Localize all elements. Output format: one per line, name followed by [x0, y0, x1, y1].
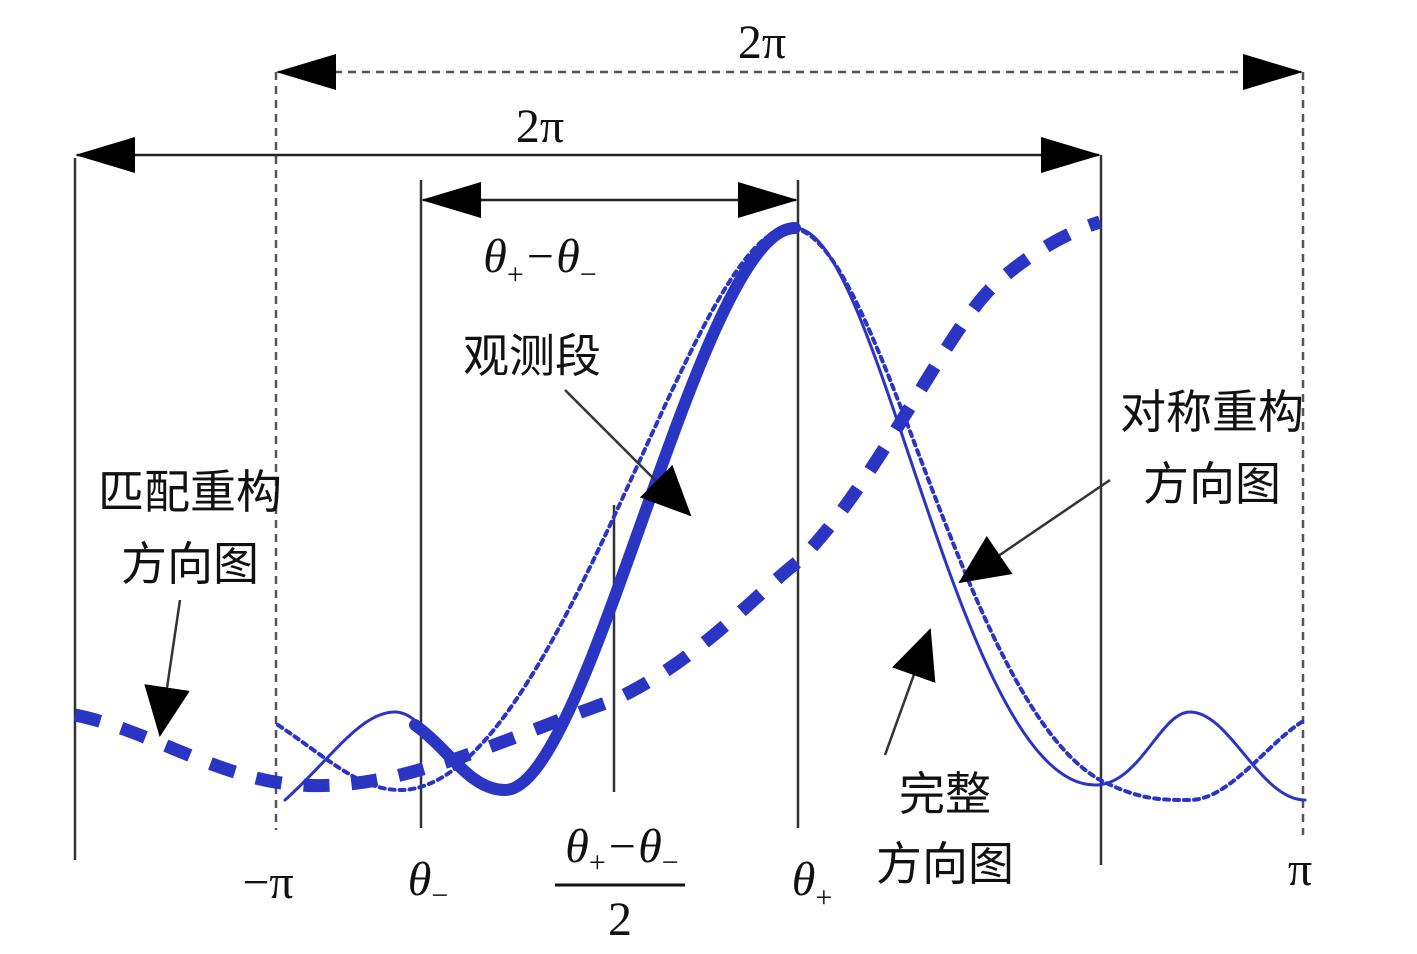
pointer: [883, 628, 936, 756]
span-arrows: [75, 54, 1303, 218]
symbol: θ: [408, 853, 432, 906]
symbol: −θ: [524, 230, 580, 283]
guide-lines: [73, 72, 1305, 865]
observed-width-label: θ+−θ−: [483, 230, 596, 291]
labels: 2π 2π θ+−θ− 观测段 对称重构 方向图 匹配重构 方向图 完整 方向图…: [98, 16, 1312, 946]
symbol: θ: [792, 853, 816, 906]
subscript: +: [815, 881, 832, 914]
axis-label: 2: [608, 893, 632, 946]
subscript: +: [507, 258, 524, 291]
matched-pattern-curve: [73, 215, 1102, 793]
axis-label: −π: [242, 856, 293, 909]
symmetric-pattern-label: 对称重构: [1120, 385, 1304, 439]
axis-label: θ−: [408, 853, 449, 912]
axis-label: θ+−θ−: [565, 820, 678, 879]
axis-label: π: [1288, 843, 1312, 896]
complete-pattern-label: 完整: [899, 767, 991, 821]
complete-pattern-curve: [283, 226, 1307, 802]
subscript: −: [431, 879, 448, 912]
matched-pattern-label: 方向图: [121, 537, 259, 591]
curves: [73, 215, 1307, 803]
symmetric-pattern-curve: [276, 225, 1307, 803]
symbol: θ: [565, 820, 589, 873]
subscript: −: [662, 846, 679, 879]
axis-label: θ+: [792, 853, 833, 914]
subscript: +: [589, 846, 606, 879]
observed-segment-curve: [409, 222, 801, 797]
pointer: [958, 478, 1111, 584]
observed-segment-label: 观测段: [463, 329, 601, 383]
matched-pattern-label: 匹配重构: [98, 465, 282, 519]
symbol: θ: [483, 230, 507, 283]
inner-span-label: 2π: [516, 100, 564, 153]
pointer-arrows: [144, 389, 1111, 756]
subscript: −: [580, 258, 597, 291]
pointer: [564, 389, 692, 517]
complete-pattern-label: 方向图: [876, 837, 1014, 891]
symmetric-pattern-label: 方向图: [1143, 457, 1281, 511]
pointer: [144, 599, 190, 737]
outer-span-label: 2π: [738, 16, 786, 69]
symbol: −θ: [606, 820, 662, 873]
